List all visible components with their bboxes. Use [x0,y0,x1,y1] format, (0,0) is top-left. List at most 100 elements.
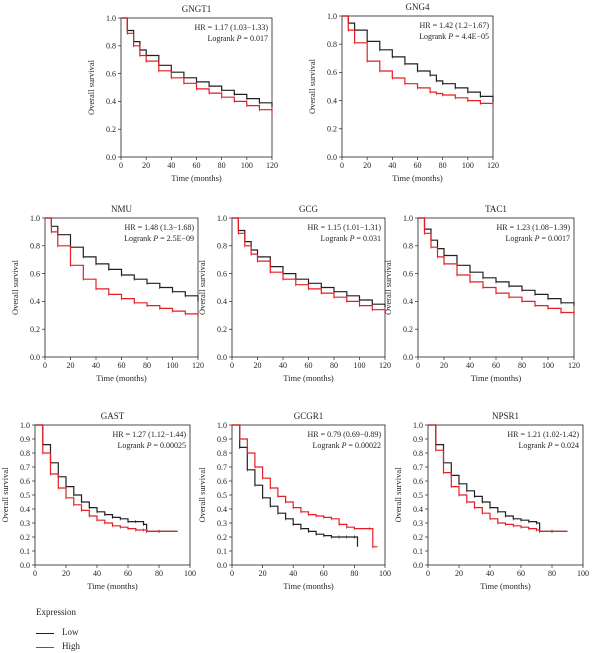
y-tick-label: 0.0 [30,353,40,362]
x-tick-label: 120 [568,361,580,370]
y-tick-label: 0.6 [327,68,337,77]
x-tick-label: 80 [218,161,226,170]
y-tick-label: 0.2 [413,533,423,542]
x-tick-label: 100 [354,361,366,370]
y-tick-label: 0.9 [20,435,30,444]
legend-swatch-low [36,633,54,634]
x-tick-label: 120 [192,361,204,370]
y-tick-label: 0.0 [217,353,227,362]
y-tick-label: 0.9 [413,435,423,444]
logrank-annotation: Logrank P = 0.031 [320,234,381,243]
y-tick-label: 0.2 [217,533,227,542]
logrank-annotation: Logrank P = 0.024 [518,441,579,450]
x-tick-label: 120 [266,161,278,170]
hr-annotation: HR = 1.17 (1.03−1.33) [195,23,269,32]
y-tick-label: 1.0 [20,421,30,430]
x-tick-label: 60 [118,361,126,370]
x-tick-label: 0 [43,361,47,370]
y-tick-label: 0.6 [20,477,30,486]
hr-annotation: HR = 1.21 (1.02-1.42) [507,430,579,439]
y-tick-label: 0.8 [413,449,423,458]
y-tick-label: 0.5 [20,491,30,500]
x-tick-label: 60 [414,161,422,170]
km-panel-gcgr1: GCGR1 0 20 40 60 80 100 0.0 0.1 0.2 0.3 0.4 0.5 0.6 0.… [197,411,391,591]
logrank-annotation: Logrank P = 0.0017 [505,234,570,243]
x-axis-label: Time (months) [283,581,334,591]
y-tick-label: 0.4 [106,97,116,106]
expression-legend: Expression Low High [36,607,236,651]
y-axis-label: Overall survival [0,467,10,523]
hr-annotation: HR = 1.27 (1.12−1.44) [113,430,187,439]
y-tick-label: 0.4 [403,297,413,306]
y-tick-label: 0.2 [106,125,116,134]
x-tick-label: 80 [518,361,526,370]
y-tick-label: 0.2 [403,325,413,334]
panel-title: GNGT1 [182,4,212,14]
x-tick-label: 0 [119,161,123,170]
x-tick-label: 0 [230,361,234,370]
y-tick-label: 0.0 [20,561,30,570]
y-tick-label: 0.8 [327,40,337,49]
y-tick-label: 0.8 [30,242,40,251]
x-tick-label: 80 [439,161,447,170]
y-axis-label: Overall survival [10,259,20,315]
y-tick-label: 1.0 [403,214,413,223]
y-tick-label: 0.4 [217,505,227,514]
y-tick-label: 0.8 [217,449,227,458]
x-tick-label: 100 [542,361,554,370]
survival-curve-high [418,217,575,316]
x-tick-label: 80 [155,569,163,578]
x-tick-label: 100 [167,361,179,370]
km-plots: GNGT1 0 20 40 60 80 100 120 0.0 0.2 0.4 0.6 0.8 1.0 Ti… [0,2,589,591]
y-axis-label: Overall survival [86,59,96,115]
legend-swatch-high [36,647,54,648]
y-tick-label: 0.8 [217,242,227,251]
y-tick-label: 0.6 [217,269,227,278]
y-tick-label: 0.5 [217,491,227,500]
x-tick-label: 20 [455,569,463,578]
x-tick-label: 40 [466,361,474,370]
y-tick-label: 0.2 [217,325,227,334]
censor-marks-high [239,437,374,549]
censor-marks-high [238,231,373,312]
survival-curve-low [35,424,178,532]
x-tick-label: 60 [517,569,525,578]
km-panel-gng4: GNG4 0 20 40 60 80 100 120 0.0 0.2 0.4 0.6 0.8 1.0 Tim… [307,2,499,183]
y-tick-label: 0.1 [217,547,227,556]
y-axis-label: Overall survival [197,259,207,315]
x-tick-label: 0 [230,569,234,578]
km-panel-gngt1: GNGT1 0 20 40 60 80 100 120 0.0 0.2 0.4 0.6 0.8 1.0 Ti… [86,4,278,183]
y-tick-label: 0.2 [20,533,30,542]
x-tick-label: 100 [379,569,391,578]
x-tick-label: 20 [62,569,70,578]
y-tick-label: 0.4 [20,505,30,514]
y-tick-label: 0.4 [413,505,423,514]
x-tick-label: 40 [92,361,100,370]
y-tick-label: 0.7 [217,463,227,472]
panel-title: GCG [299,204,319,214]
hr-annotation: HR = 1.42 (1.2−1.67) [420,21,490,30]
x-tick-label: 20 [67,361,75,370]
y-tick-label: 1.0 [217,421,227,430]
censor-marks-high [424,231,562,315]
y-axis-label: Overall survival [307,58,317,114]
y-tick-label: 0.0 [403,353,413,362]
km-panel-npsr1: NPSR1 0 20 40 60 80 100 0.0 0.1 0.2 0.3 0.4 0.5 0.6 0.… [393,411,589,591]
x-tick-label: 100 [577,569,589,578]
y-tick-label: 0.6 [30,269,40,278]
y-tick-label: 0.8 [106,42,116,51]
y-tick-label: 0.9 [217,435,227,444]
x-tick-label: 0 [33,569,37,578]
x-tick-label: 40 [388,161,396,170]
panel-title: NPSR1 [492,411,519,421]
logrank-annotation: Logrank P = 0.017 [207,34,268,43]
x-tick-label: 40 [167,161,175,170]
x-tick-label: 60 [305,361,313,370]
survival-curve-high [121,17,273,114]
y-tick-label: 0.3 [217,519,227,528]
x-axis-label: Time (months) [471,373,522,383]
hr-annotation: HR = 1.48 (1.3−1.68) [125,223,195,232]
y-tick-label: 0.1 [413,547,423,556]
x-axis-label: Time (months) [392,173,443,183]
